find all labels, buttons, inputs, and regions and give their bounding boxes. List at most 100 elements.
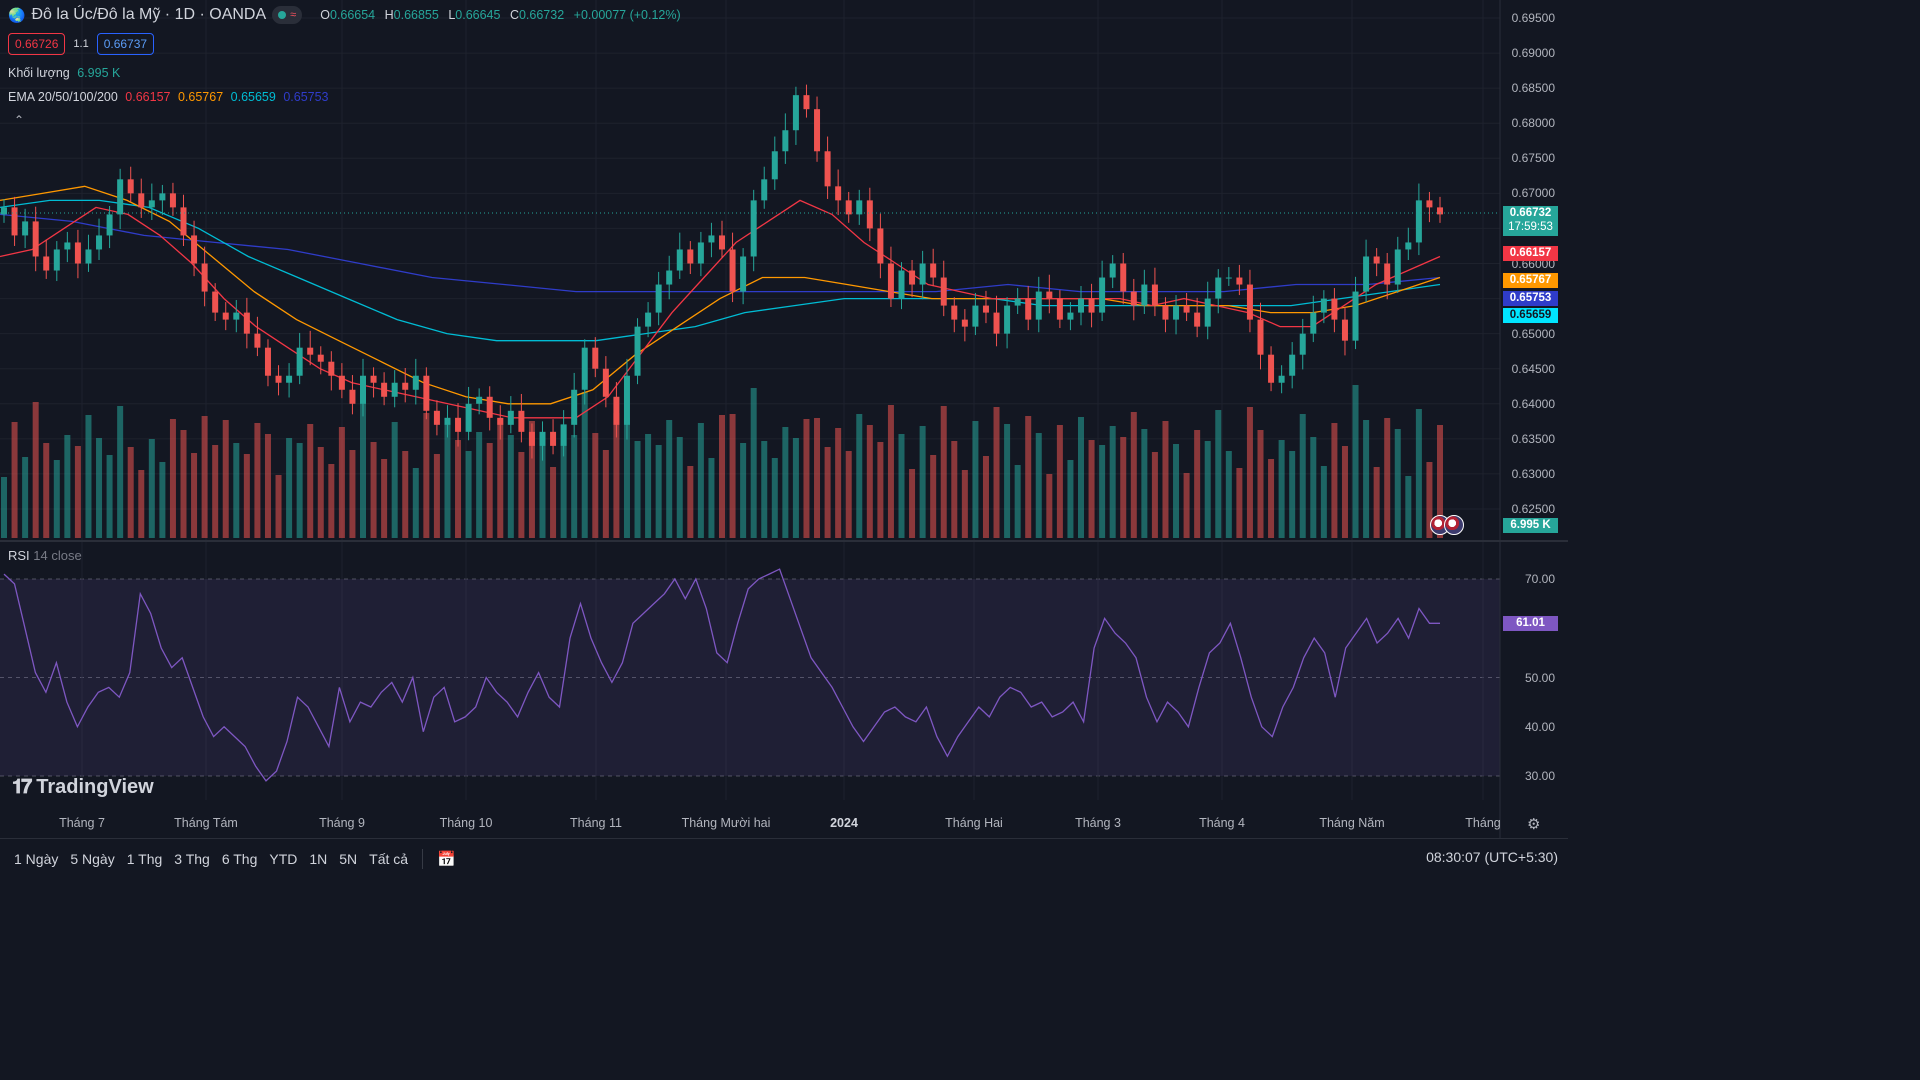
volume-bar — [623, 418, 630, 538]
candle-body — [96, 235, 103, 250]
price-axis-label: 0.69500 — [1511, 11, 1555, 25]
candle-body — [1246, 284, 1253, 320]
ema-legend[interactable]: EMA 20/50/100/200 0.66157 0.65767 0.6565… — [8, 90, 329, 104]
candle-body — [824, 151, 831, 187]
volume-bar — [866, 425, 873, 538]
candle-body — [507, 410, 514, 425]
volume-bar — [201, 416, 208, 538]
candle-body — [360, 375, 366, 404]
trade-row: 0.66726 1.1 0.66737 — [8, 33, 155, 55]
volume-bar — [1194, 430, 1201, 538]
volume-bar — [1204, 441, 1211, 538]
market-status-pill[interactable]: ≈ — [272, 6, 303, 24]
volume-bar — [930, 455, 937, 538]
range-3m[interactable]: 3 Thg — [174, 851, 210, 867]
volume-bar — [1099, 445, 1106, 538]
volume-bar — [856, 414, 863, 538]
price-axis-label: 0.62500 — [1511, 502, 1555, 516]
candle-body — [74, 242, 81, 264]
volume-bar — [666, 420, 673, 538]
candle-body — [117, 179, 124, 215]
volume-bar — [1130, 412, 1137, 538]
candle-body — [53, 249, 60, 271]
volume-bar — [296, 443, 303, 538]
candle-body — [22, 221, 29, 236]
candle-body — [1183, 305, 1190, 313]
candle-body — [1173, 305, 1180, 320]
volume-bar — [317, 447, 324, 538]
ema20-value: 0.66157 — [125, 90, 171, 104]
candle-body — [1, 207, 7, 215]
volume-bar — [433, 454, 440, 538]
volume-legend[interactable]: Khối lượng 6.995 K — [8, 66, 120, 80]
candle-body — [1162, 305, 1169, 320]
range-all[interactable]: Tất cả — [369, 851, 409, 867]
range-6m[interactable]: 6 Thg — [221, 851, 258, 867]
range-ytd[interactable]: YTD — [269, 851, 298, 867]
range-1m[interactable]: 1 Thg — [126, 851, 163, 867]
volume-bar — [1056, 425, 1063, 538]
candle-body — [792, 95, 799, 131]
bottom-toolbar: 1 Ngày 5 Ngày 1 Thg 3 Thg 6 Thg YTD 1N 5… — [0, 838, 1568, 879]
candle-body — [275, 375, 282, 383]
us-flag-icon[interactable] — [1444, 515, 1464, 535]
ema100-tag: 0.65659 — [1503, 308, 1558, 323]
ema20-tag: 0.66157 — [1503, 246, 1558, 261]
volume-bar — [1299, 414, 1306, 538]
volume-bar — [1162, 421, 1169, 538]
time-axis-label: Tháng Năm — [1319, 816, 1385, 830]
candle-body — [1004, 305, 1011, 334]
price-axis-label: 0.69000 — [1511, 46, 1555, 61]
tradingview-logo[interactable]: 𝟏𝟕 TradingView — [12, 776, 154, 799]
ema100-value: 0.65659 — [230, 90, 276, 104]
clock[interactable]: 08:30:07 (UTC+5:30) — [1426, 849, 1558, 865]
volume-bar — [138, 470, 145, 538]
volume-label: Khối lượng — [8, 66, 70, 80]
price-chart[interactable] — [0, 0, 1568, 882]
candle-body — [581, 347, 588, 390]
volume-bar — [1405, 476, 1412, 538]
candle-body — [264, 347, 271, 376]
volume-bar — [528, 421, 535, 538]
toolbar-divider — [422, 849, 424, 869]
rsi-line — [3, 568, 1440, 782]
sell-button[interactable]: 0.66726 — [8, 33, 66, 55]
volume-bar — [909, 469, 916, 538]
candle-body — [286, 375, 293, 383]
symbol-title[interactable]: Đô la Úc/Đô la Mỹ · 1D · OANDA — [31, 6, 267, 23]
volume-bar — [391, 422, 398, 538]
volume-bar — [1046, 474, 1053, 538]
rsi-tag: 61.01 — [1503, 616, 1558, 631]
candle-body — [1109, 263, 1116, 278]
ema50-tag: 0.65767 — [1503, 273, 1558, 288]
volume-bar — [898, 434, 905, 538]
volume-bar — [761, 441, 768, 538]
range-1d[interactable]: 1 Ngày — [14, 851, 59, 867]
candle-body — [433, 410, 440, 425]
chevron-up-icon[interactable]: ⌃ — [14, 113, 25, 127]
volume-bar — [1384, 418, 1391, 538]
rsi-legend[interactable]: RSI 14 close — [8, 548, 82, 563]
buy-button[interactable]: 0.66737 — [96, 33, 155, 55]
range-5y[interactable]: 5N — [339, 851, 358, 867]
range-1y[interactable]: 1N — [309, 851, 328, 867]
gear-icon[interactable]: ⚙ — [1527, 816, 1541, 833]
volume-bar — [148, 439, 155, 538]
time-axis-label: Tháng 10 — [439, 816, 493, 830]
high-value: 0.66855 — [393, 8, 439, 22]
volume-bar — [1025, 416, 1032, 538]
range-5d[interactable]: 5 Ngày — [70, 851, 115, 867]
candle-body — [1415, 200, 1422, 243]
economic-events[interactable] — [1430, 515, 1464, 535]
volume-bar — [127, 447, 134, 538]
candle-body — [602, 368, 609, 397]
calendar-icon[interactable]: 📅 — [437, 851, 456, 868]
candle-body — [1405, 242, 1412, 250]
volume-bar — [571, 435, 578, 538]
volume-bar — [360, 401, 366, 538]
volume-bar — [1225, 451, 1232, 538]
candle-body — [1046, 291, 1053, 299]
candle-body — [328, 361, 335, 376]
volume-bar — [286, 438, 293, 538]
volume-bar — [64, 435, 71, 538]
